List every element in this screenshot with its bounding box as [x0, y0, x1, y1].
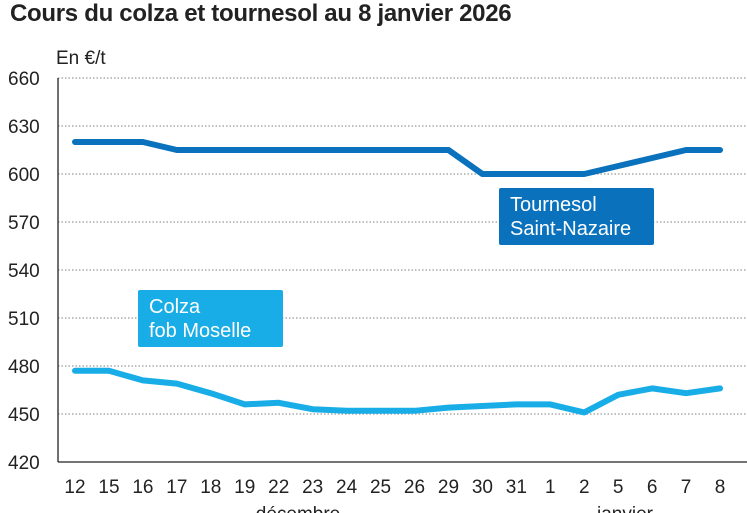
x-tick-label: 29 [438, 477, 459, 498]
y-tick-label: 450 [8, 405, 40, 426]
x-tick-label: 19 [234, 477, 255, 498]
y-axis-label: En €/t [56, 48, 106, 69]
x-tick-label: 15 [98, 477, 119, 498]
legend-box [138, 290, 283, 347]
month-label: janvier [596, 504, 654, 513]
x-tick-label: 23 [302, 477, 323, 498]
y-tick-label: 570 [8, 213, 40, 234]
y-tick-label: 480 [8, 357, 40, 378]
legend-label: fob Moselle [149, 320, 251, 342]
y-tick-label: 540 [8, 261, 40, 282]
legend-label: Tournesol [510, 194, 597, 216]
chart-title: Cours du colza et tournesol au 8 janvier… [10, 0, 512, 27]
x-tick-label: 12 [64, 477, 85, 498]
y-tick-label: 420 [8, 453, 40, 474]
y-tick-label: 660 [8, 69, 40, 90]
x-tick-label: 6 [647, 477, 658, 498]
legend-label: Colza [149, 296, 201, 318]
y-tick-label: 600 [8, 165, 40, 186]
x-tick-label: 17 [166, 477, 187, 498]
x-tick-label: 8 [715, 477, 726, 498]
month-label: décembre [256, 504, 341, 513]
legend-box [499, 188, 654, 245]
x-tick-label: 5 [613, 477, 624, 498]
y-tick-label: 630 [8, 117, 40, 138]
x-tick-label: 7 [681, 477, 692, 498]
x-tick-label: 22 [268, 477, 289, 498]
y-tick-label: 510 [8, 309, 40, 330]
x-tick-label: 24 [336, 477, 358, 498]
x-tick-label: 1 [545, 477, 556, 498]
x-tick-label: 31 [506, 477, 527, 498]
series-line-tournesol [72, 139, 724, 177]
x-tick-label: 18 [200, 477, 221, 498]
x-tick-label: 2 [579, 477, 590, 498]
x-tick-label: 26 [404, 477, 425, 498]
legend-label: Saint-Nazaire [510, 218, 631, 240]
series-line-colza [72, 367, 724, 416]
x-tick-label: 30 [472, 477, 493, 498]
x-tick-label: 16 [132, 477, 153, 498]
x-tick-label: 25 [370, 477, 391, 498]
